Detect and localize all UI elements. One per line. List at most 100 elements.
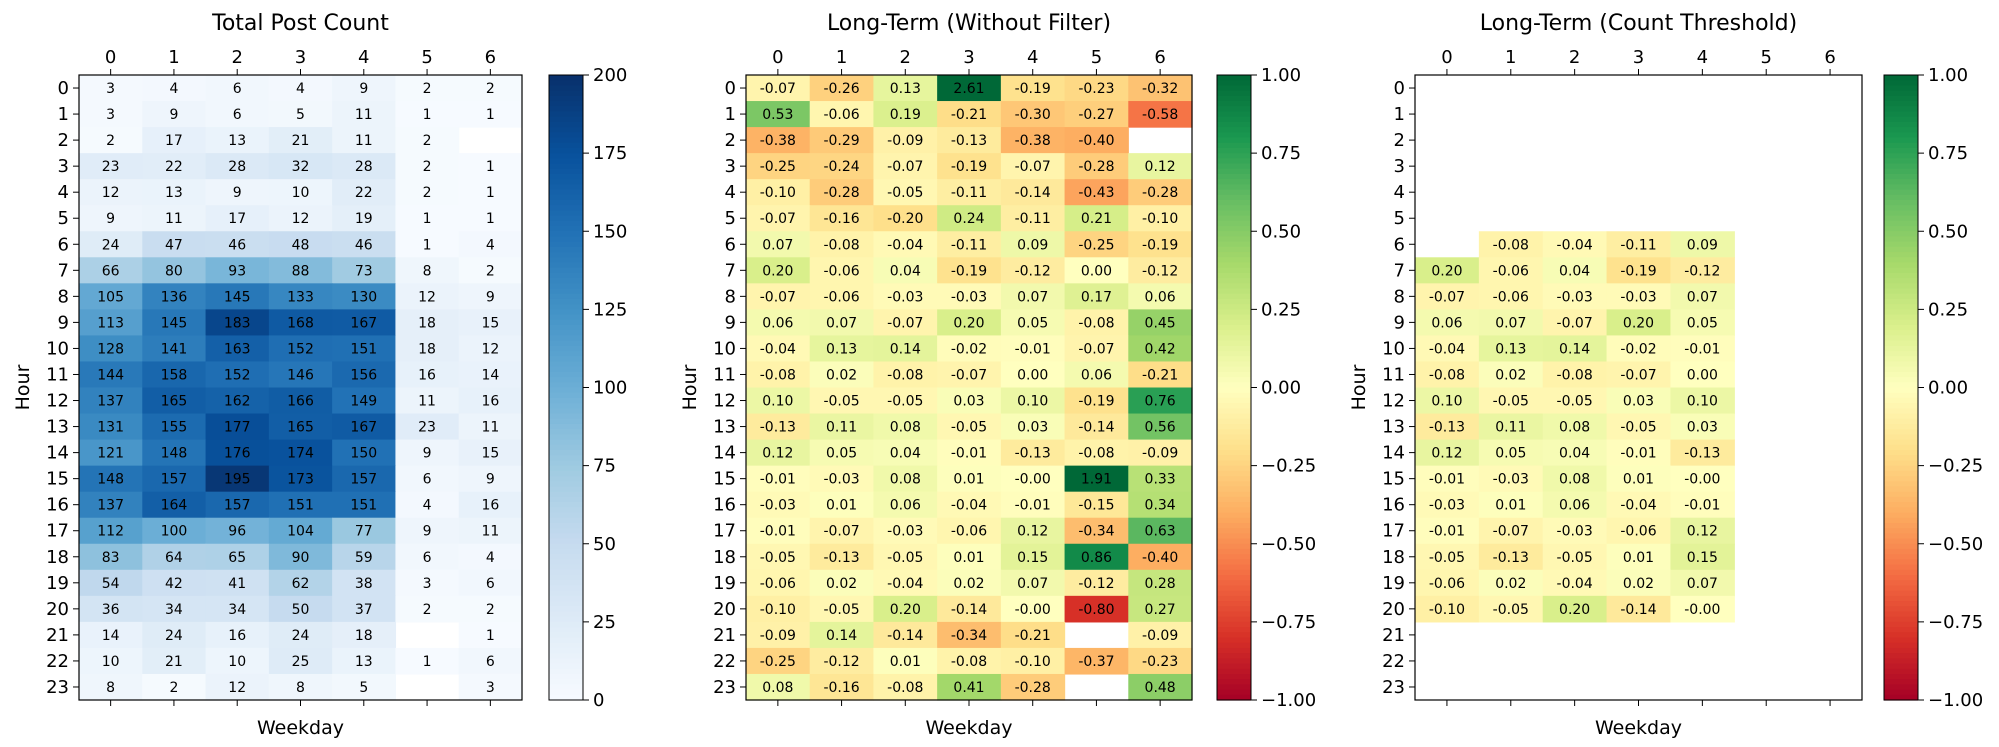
y-tick-label: 5 <box>58 208 69 229</box>
colorbar-segment <box>549 257 583 264</box>
colorbar-segment <box>549 679 583 685</box>
cell-value-label: 0.11 <box>826 420 857 436</box>
heatmap-cell <box>746 75 811 102</box>
heatmap-cell <box>1064 153 1129 180</box>
cell-value-label: 18 <box>418 315 436 331</box>
cell-value-label: -0.04 <box>887 237 923 253</box>
cell-value-label: -0.14 <box>1015 185 1051 201</box>
heatmap-cell <box>1000 283 1066 310</box>
cell-value-label: -0.09 <box>887 133 923 149</box>
cell-value-label: 0.20 <box>1431 263 1462 279</box>
colorbar-segment <box>1217 351 1251 357</box>
y-tick-label: 13 <box>713 417 736 438</box>
colorbar-segment <box>1217 455 1251 462</box>
heatmap-cell <box>268 595 333 623</box>
heatmap-cell <box>1128 413 1193 441</box>
heatmap-cell <box>1415 569 1480 597</box>
heatmap-cell <box>1670 491 1735 519</box>
cell-value-label: -0.10 <box>1142 211 1178 227</box>
colorbar: 0 25 50 75 100 125 150 175 200 <box>548 65 627 711</box>
colorbar-segment <box>549 616 583 623</box>
heatmap-cell <box>268 569 333 597</box>
cell-value-label: 8 <box>423 263 432 279</box>
colorbar-segment <box>1884 80 1918 87</box>
heatmap-cell <box>873 491 938 519</box>
colorbar-segment <box>549 429 583 435</box>
cell-value-label: 0.09 <box>1687 237 1718 253</box>
colorbar-segment <box>1217 168 1251 175</box>
cell-value-label: -0.01 <box>1684 498 1720 514</box>
y-tick-label: 16 <box>713 495 736 516</box>
colorbar-segment <box>1217 476 1251 482</box>
heatmap-cell <box>1415 439 1480 467</box>
cell-value-label: 148 <box>161 446 188 462</box>
heatmap-cell <box>79 543 143 571</box>
cell-value-label: -0.08 <box>1557 367 1593 383</box>
heatmap-cell <box>142 439 207 467</box>
heatmap-cell <box>142 335 207 363</box>
cell-value-label: -0.19 <box>1142 237 1178 253</box>
heatmap-cell <box>142 75 207 102</box>
heatmap-cell <box>332 439 397 467</box>
colorbar-segment <box>549 200 583 206</box>
colorbar-segment <box>1884 158 1918 165</box>
colorbar-segment <box>1217 642 1251 649</box>
heatmap-cell <box>1478 283 1544 310</box>
x-tick-label: 1 <box>1505 47 1516 68</box>
heatmap-cell <box>458 205 523 232</box>
heatmap-cell <box>458 231 523 258</box>
colorbar-segment <box>549 330 583 337</box>
heatmap-cell <box>746 543 811 571</box>
colorbar-segment <box>1884 116 1918 123</box>
cell-value-label: 100 <box>161 524 188 540</box>
cell-value-label: -0.01 <box>1620 446 1656 462</box>
heatmap-cell <box>458 75 523 102</box>
cell-value-label: -0.16 <box>823 211 859 227</box>
y-tick-label: 7 <box>1394 260 1405 281</box>
cell-value-label: 177 <box>224 420 251 436</box>
cell-value-label: 10 <box>102 654 120 670</box>
cell-value-label: 0.00 <box>1687 367 1718 383</box>
y-axis-label: Hour <box>12 364 34 410</box>
cell-value-label: -0.14 <box>1078 420 1114 436</box>
colorbar-segment <box>1217 231 1251 238</box>
heatmap-cell <box>746 569 811 597</box>
colorbar-segment <box>1217 371 1251 378</box>
cell-value-label: -0.00 <box>1015 472 1051 488</box>
heatmap-cell <box>873 543 938 571</box>
colorbar-segment <box>1884 554 1918 560</box>
heatmap-cell <box>395 543 460 571</box>
colorbar-segment <box>549 647 583 654</box>
colorbar-segment <box>549 507 583 514</box>
heatmap-cell <box>205 335 270 363</box>
cell-value-label: -0.06 <box>823 107 859 123</box>
y-tick-label: 15 <box>1382 469 1405 490</box>
cell-value-label: -0.13 <box>760 420 796 436</box>
colorbar-segment <box>1217 403 1251 409</box>
colorbar-segment <box>1217 564 1251 571</box>
colorbar: 1.00 0.75 0.50 0.25 0.00 −0.25 −0.50 −0.75 −1.00 <box>1883 65 1983 711</box>
colorbar-segment <box>549 569 583 576</box>
colorbar-segment <box>1884 293 1918 300</box>
heatmap-cell <box>142 413 207 441</box>
cell-value-label: 1 <box>486 211 495 227</box>
heatmap-cell <box>205 257 270 284</box>
cell-value-label: -0.06 <box>1493 289 1529 305</box>
cell-value-label: 0.48 <box>1145 680 1176 696</box>
colorbar-segment <box>1884 319 1918 326</box>
heatmap-cell <box>458 647 523 675</box>
cell-value-label: -0.28 <box>1142 185 1178 201</box>
colorbar-segment <box>549 158 583 165</box>
heatmap-cell <box>1606 231 1672 258</box>
x-tick-label: 3 <box>295 47 306 68</box>
y-tick-label: 9 <box>725 312 736 333</box>
colorbar-segment <box>1217 397 1251 404</box>
cell-value-label: 165 <box>287 420 314 436</box>
cell-value-label: -0.07 <box>951 367 987 383</box>
heatmap-cell <box>1606 361 1672 389</box>
heatmap-cell <box>1606 387 1672 415</box>
cell-value-label: 0.45 <box>1145 315 1176 331</box>
heatmap-cell <box>1064 543 1129 571</box>
heatmap-cell <box>395 283 460 310</box>
heatmap-cell <box>332 543 397 571</box>
